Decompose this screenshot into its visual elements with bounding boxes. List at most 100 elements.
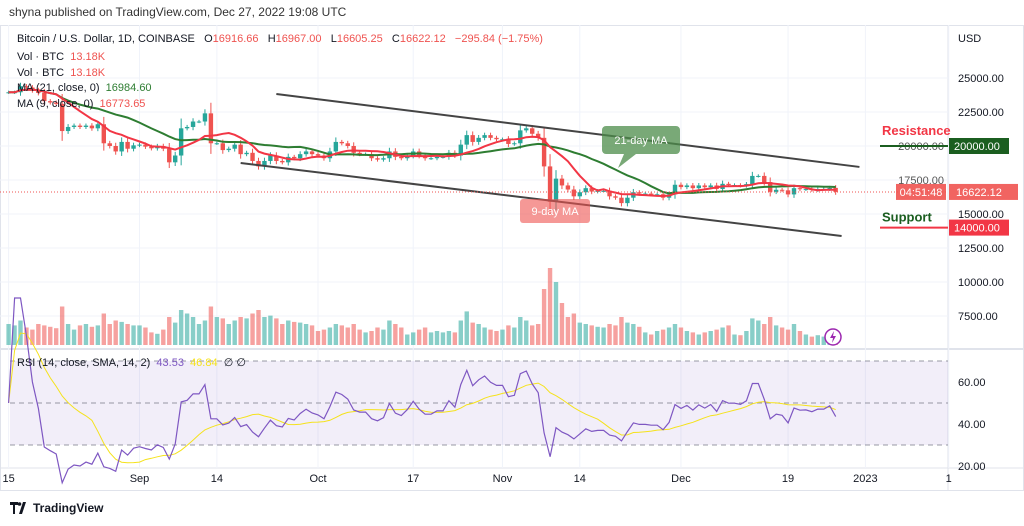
countdown-box (896, 183, 946, 200)
volume-bar (173, 322, 178, 345)
candle-body (773, 189, 779, 192)
volume-bar (577, 322, 582, 345)
volume-bar (672, 324, 678, 345)
rsi-legend: RSI (14, close, SMA, 14, 2) 43.53 46.84 … (17, 357, 246, 369)
candle-body (476, 137, 481, 142)
candle-body (83, 125, 89, 127)
candle-body (238, 144, 243, 155)
volume-bar (149, 332, 154, 345)
candle-body (750, 175, 755, 185)
candle-body (208, 113, 214, 144)
volume-bar (762, 324, 767, 345)
candle-body (791, 188, 797, 195)
candle-body (309, 151, 315, 155)
volume-bar (357, 329, 362, 345)
volume-bar (101, 313, 106, 345)
candle-body (95, 124, 101, 129)
volume-bar (363, 332, 368, 345)
candle-body (797, 188, 803, 190)
candle-body (65, 126, 71, 132)
support-price-label: 14000.00 (954, 223, 1000, 235)
candle-body (143, 144, 148, 147)
candle-body (107, 143, 112, 146)
tradingview-brand: TradingView (10, 501, 103, 515)
volume-bar (42, 325, 47, 345)
volume-bar (720, 327, 725, 345)
volume-bar (696, 334, 701, 345)
volume-bar (464, 311, 469, 345)
volume-bar (143, 327, 148, 345)
candle-body (488, 135, 493, 138)
candle-body (59, 103, 65, 132)
close-value: 16622.12 (399, 33, 446, 45)
ma9-legend: MA (9, close, 0) 16773.65 (17, 98, 146, 110)
candle-body (113, 146, 118, 152)
candle-body (36, 90, 41, 93)
candle-body (190, 121, 196, 127)
candle-body (458, 144, 463, 156)
volume-bar (815, 335, 820, 345)
volume-bar (190, 317, 196, 345)
candle-body (262, 160, 267, 167)
candle-body (71, 125, 77, 127)
volume-bar (238, 317, 243, 345)
volume-bar (488, 329, 493, 345)
volume-bar (458, 320, 463, 345)
volume-bar (262, 317, 267, 345)
resistance-label: Resistance (882, 123, 951, 138)
volume-bar (416, 329, 422, 345)
candle-body (577, 192, 582, 197)
candle-body (250, 152, 255, 161)
candle-body (274, 155, 279, 161)
volume-bar (541, 289, 547, 345)
candle-body (42, 92, 47, 102)
volume-bar (303, 324, 309, 345)
volume-bar (583, 324, 588, 345)
candle-body (559, 178, 565, 186)
volume-bar (125, 324, 130, 345)
volume-bar (625, 322, 630, 345)
volume-bar (422, 327, 428, 345)
volume-bar (649, 334, 654, 345)
volume-bar (297, 322, 303, 345)
volume-bar (452, 332, 458, 345)
price-tick-label: 10000.00 (958, 277, 1004, 289)
volume-bar (196, 324, 202, 345)
volume-bar (327, 327, 333, 345)
volume-bar (565, 317, 571, 345)
candle-body (637, 192, 642, 194)
ma21-line (8, 88, 836, 195)
time-tick-label: 14 (574, 473, 586, 485)
channel-upper-line (276, 93, 860, 168)
candle-body (607, 190, 612, 197)
candle-body (690, 185, 696, 189)
volume-bar (12, 325, 17, 345)
volume-bar (137, 325, 142, 345)
candle-body (244, 152, 249, 155)
candle-body (232, 144, 237, 149)
candle-body (351, 146, 356, 153)
candle-body (506, 139, 511, 144)
volume-bar (405, 334, 410, 345)
volume-bar (666, 327, 672, 345)
candle-body (649, 193, 654, 195)
volume-bar (660, 329, 666, 345)
candle-body (399, 156, 404, 159)
candle-body (333, 141, 339, 152)
volume-bar (161, 329, 166, 345)
price-tick-label: 12500.00 (958, 243, 1004, 255)
volume-bar (71, 329, 77, 345)
volume-bar (36, 324, 41, 345)
candle-body (518, 130, 523, 144)
publisher-line: shyna published on TradingView.com, Dec … (9, 5, 347, 19)
candle-body (381, 158, 386, 160)
candle-body (708, 185, 713, 188)
volume-bar (315, 331, 321, 345)
volume-bar (155, 333, 160, 345)
volume-bar (785, 329, 791, 345)
ma9-callout-label: 9-day MA (531, 206, 579, 218)
candle-body (619, 197, 624, 204)
volume-bar (77, 325, 83, 345)
